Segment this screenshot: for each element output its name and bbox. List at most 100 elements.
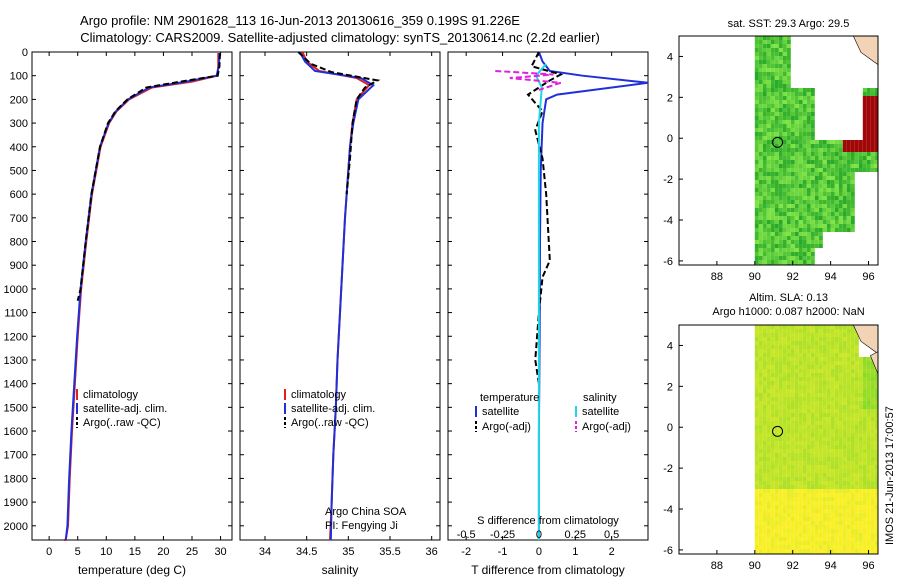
map-cell: [778, 52, 783, 56]
map-cell: [766, 224, 771, 228]
map-cell: [862, 541, 867, 545]
map-cell: [802, 92, 807, 96]
map-cell: [794, 240, 799, 244]
map-cell: [774, 168, 779, 172]
map-cell: [786, 116, 791, 120]
map-cell: [758, 545, 763, 549]
map-cell: [870, 537, 875, 541]
map-cell: [870, 112, 875, 116]
map-cell: [770, 501, 775, 505]
map-y-tick-label: 4: [667, 340, 673, 352]
map-cell: [766, 377, 771, 381]
map-cell: [790, 228, 795, 232]
map-cell: [798, 481, 803, 485]
map-cell: [822, 184, 827, 188]
map-cell: [754, 401, 759, 405]
map-cell: [842, 357, 847, 361]
map-cell: [814, 517, 819, 521]
map-cell: [770, 152, 775, 156]
map-cell: [834, 525, 839, 529]
map-cell: [838, 505, 843, 509]
map-cell: [814, 333, 819, 337]
map-cell: [774, 212, 779, 216]
map-cell: [818, 208, 823, 212]
map-cell: [806, 501, 811, 505]
map-cell: [766, 473, 771, 477]
map-cell: [774, 232, 779, 236]
map-cell: [762, 88, 767, 92]
map-cell: [762, 421, 767, 425]
map-cell: [814, 345, 819, 349]
map-cell: [826, 429, 831, 433]
map-cell: [774, 164, 779, 168]
map-cell: [810, 345, 815, 349]
map-cell: [846, 389, 851, 393]
map-cell: [874, 389, 878, 393]
map-cell: [770, 56, 775, 60]
map-cell: [806, 453, 811, 457]
map-cell: [798, 525, 803, 529]
map-cell: [810, 184, 815, 188]
map-cell: [778, 240, 783, 244]
map-cell: [778, 429, 783, 433]
map-cell: [778, 529, 783, 533]
map-cell: [858, 449, 863, 453]
map-cell: [770, 228, 775, 232]
map-cell: [806, 188, 811, 192]
map-cell: [846, 329, 851, 333]
map-cell: [798, 212, 803, 216]
map-cell: [774, 136, 779, 140]
map-cell: [866, 413, 871, 417]
difference-panel: -2 -1 0 1 2T difference from climatologytemp…: [447, 51, 649, 577]
map-cell: [778, 152, 783, 156]
map-cell: [810, 224, 815, 228]
map-cell: [798, 124, 803, 128]
map-cell: [794, 441, 799, 445]
map-cell: [786, 345, 791, 349]
map-cell: [850, 397, 855, 401]
map-cell: [814, 513, 819, 517]
map-cell: [834, 429, 839, 433]
map-cell: [802, 461, 807, 465]
map-cell: [802, 104, 807, 108]
map-cell: [774, 529, 779, 533]
series-line: [299, 51, 376, 541]
map-cell: [794, 96, 799, 100]
map-cell: [802, 164, 807, 168]
map-cell: [770, 240, 775, 244]
map-cell: [766, 341, 771, 345]
map-cell: [754, 116, 759, 120]
map-cell: [834, 473, 839, 477]
map-cell: [806, 365, 811, 369]
map-cell: [850, 409, 855, 413]
map-cell: [798, 445, 803, 449]
map-cell: [798, 533, 803, 537]
map-cell: [754, 168, 759, 172]
map-cell: [834, 409, 839, 413]
map-cell: [766, 433, 771, 437]
map-cell: [762, 537, 767, 541]
map-cell: [802, 413, 807, 417]
legend-label: satellite-adj. clim.: [83, 403, 167, 415]
map-cell: [870, 517, 875, 521]
map-cell: [778, 389, 783, 393]
map-cell: [842, 389, 847, 393]
map-cell: [870, 152, 875, 156]
map-cell: [838, 333, 843, 337]
map-cell: [834, 180, 839, 184]
map-cell: [814, 164, 819, 168]
map-cell: [826, 477, 831, 481]
map-cell: [786, 228, 791, 232]
map-cell: [786, 48, 791, 52]
map-cell: [870, 120, 875, 124]
map-cell: [810, 417, 815, 421]
map-cell: [874, 469, 878, 473]
map-cell: [826, 381, 831, 385]
map-cell: [858, 369, 863, 373]
map-cell: [782, 405, 787, 409]
map-cell: [790, 365, 795, 369]
map-cell: [774, 377, 779, 381]
map-cell: [842, 429, 847, 433]
map-cell: [790, 525, 795, 529]
map-cell: [874, 509, 878, 513]
